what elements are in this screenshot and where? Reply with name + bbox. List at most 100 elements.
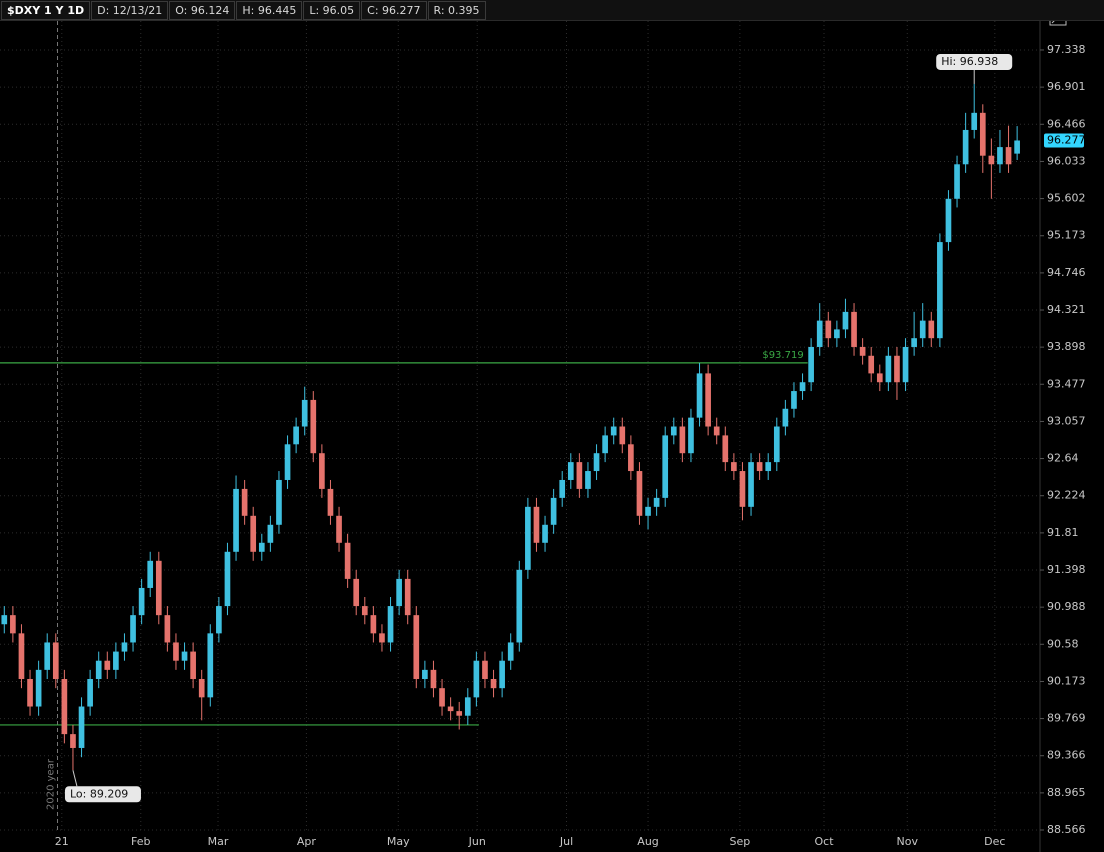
- last-price-tag: [1044, 133, 1084, 148]
- candle-body: [602, 435, 608, 454]
- candle-body: [361, 606, 368, 616]
- candle-body: [1005, 147, 1012, 165]
- candle-body: [559, 479, 566, 498]
- candle-body: [327, 488, 334, 516]
- y-tick-label: 91.398: [1047, 563, 1086, 576]
- candle-body: [233, 488, 239, 552]
- header-item: R: 0.395: [427, 1, 486, 20]
- candle-body: [10, 615, 16, 634]
- candle-body: [181, 651, 188, 661]
- candle-body: [894, 355, 900, 383]
- candle-body: [216, 606, 222, 634]
- candle-body: [971, 112, 978, 130]
- candle-body: [748, 462, 754, 507]
- candle-body: [885, 355, 892, 383]
- candle-body: [87, 679, 93, 707]
- candle-body: [130, 615, 136, 643]
- candle-body: [653, 497, 660, 507]
- y-tick-label: 91.81: [1047, 526, 1079, 539]
- candle-body: [224, 551, 231, 607]
- icon-frame[interactable]: [1049, 21, 1067, 26]
- x-tick-label: Mar: [208, 835, 229, 848]
- y-tick-label: 88.965: [1047, 786, 1086, 799]
- candle-body: [284, 444, 291, 480]
- candle-body: [113, 651, 119, 670]
- candle-body: [816, 320, 823, 347]
- candle-body: [353, 578, 360, 607]
- y-tick-label: 96.901: [1047, 80, 1086, 93]
- candle-body: [70, 734, 76, 748]
- candle-body: [499, 660, 505, 689]
- candle-body: [44, 642, 51, 670]
- candle-body: [799, 382, 806, 392]
- candle-body: [954, 164, 960, 199]
- candle-body: [919, 320, 926, 339]
- candle-body: [1014, 140, 1020, 154]
- candle-body: [336, 515, 342, 543]
- x-tick-label: Oct: [814, 835, 834, 848]
- x-tick-label: May: [387, 835, 410, 848]
- candle-body: [902, 346, 909, 383]
- candle-body: [516, 569, 523, 643]
- y-tick-label: 94.321: [1047, 303, 1086, 316]
- candle-body: [739, 471, 746, 507]
- candle-body: [576, 462, 583, 489]
- candle-body: [670, 426, 677, 436]
- candle-body: [988, 155, 995, 165]
- x-tick-label: Feb: [131, 835, 150, 848]
- y-tick-label: 89.769: [1047, 712, 1086, 725]
- header-bar: $DXY 1 Y 1D D: 12/13/21 O: 96.124 H: 96.445…: [0, 0, 1104, 21]
- candle-body: [722, 435, 729, 463]
- x-tick-label: Jul: [559, 835, 573, 848]
- candle-body: [876, 373, 883, 383]
- candle-body: [344, 542, 351, 579]
- candle-body: [851, 311, 857, 347]
- candle-body: [464, 697, 471, 716]
- candle-body: [834, 329, 840, 339]
- x-tick-label: Dec: [984, 835, 1005, 848]
- candle-body: [868, 355, 875, 374]
- header-item: C: 96.277: [361, 1, 427, 20]
- candle-body: [979, 112, 986, 156]
- candle-body: [773, 426, 780, 463]
- candle-body: [756, 462, 763, 472]
- candle-body: [645, 506, 651, 516]
- x-tick-label: Jun: [468, 835, 486, 848]
- y-tick-label: 96.466: [1047, 117, 1086, 130]
- candle-body: [473, 660, 480, 698]
- chart: 97.338 96.901 96.466 96.033 95.602 95.173 94.7…: [0, 21, 1104, 852]
- candle-body: [301, 399, 308, 427]
- candle-body: [18, 633, 25, 680]
- y-tick-label: 92.64: [1047, 452, 1079, 465]
- callout-label: Lo: 89.209: [70, 787, 128, 800]
- candle-body: [138, 587, 145, 616]
- candle-body: [27, 679, 33, 707]
- trend-icon[interactable]: [1049, 21, 1067, 26]
- header-item: D: 12/13/21: [91, 1, 169, 20]
- y-tick-label: 93.898: [1047, 340, 1086, 353]
- x-tick-label: Nov: [897, 835, 919, 848]
- candle-body: [267, 524, 274, 543]
- callout-leader: [72, 770, 78, 787]
- last-price-label: 96.277: [1047, 133, 1086, 146]
- candle-body: [713, 426, 720, 436]
- candle-body: [808, 346, 814, 383]
- y-tick-label: 95.173: [1047, 229, 1086, 242]
- candle-body: [258, 542, 265, 552]
- candle-body: [121, 642, 128, 652]
- candle-body: [78, 706, 85, 748]
- candle-body: [310, 399, 317, 454]
- candle-body: [731, 462, 737, 472]
- candle-body: [439, 688, 445, 707]
- y-tick-label: 90.988: [1047, 600, 1086, 613]
- candle-body: [173, 642, 179, 661]
- candle-body: [662, 435, 669, 498]
- candle-body: [533, 506, 540, 543]
- candle-body: [379, 633, 385, 643]
- y-tick-label: 95.602: [1047, 192, 1086, 205]
- x-tick-label: 21: [55, 835, 69, 848]
- candle-body: [688, 417, 694, 454]
- candle-body: [911, 338, 917, 347]
- candle-body: [422, 669, 428, 680]
- candle-body: [619, 426, 626, 445]
